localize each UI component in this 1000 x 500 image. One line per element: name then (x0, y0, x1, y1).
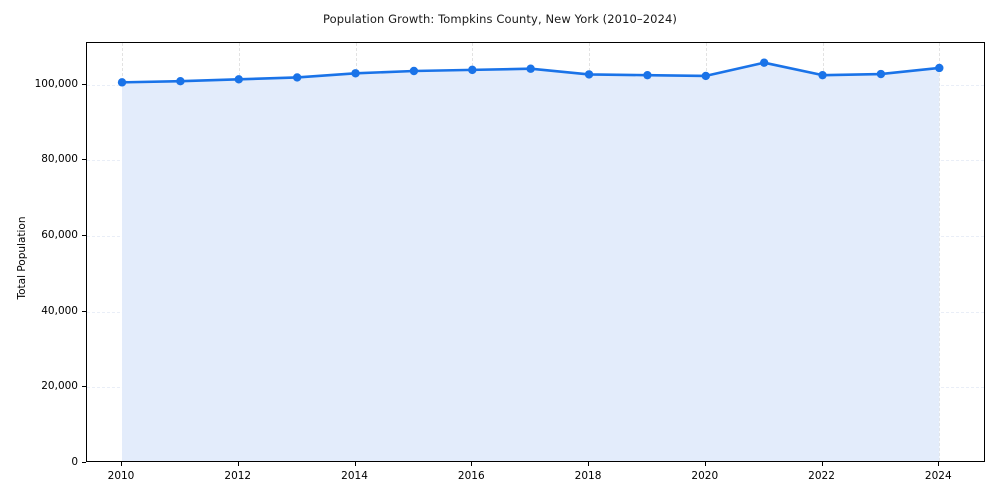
data-point-marker (351, 69, 360, 78)
y-axis-tick-label: 60,000 (41, 228, 78, 241)
y-axis-tick-mark (82, 310, 86, 312)
x-axis-tick-label: 2012 (224, 470, 252, 482)
data-point-marker (176, 77, 185, 86)
x-axis-tick-label: 2018 (574, 470, 602, 482)
x-axis-tick-mark (354, 462, 356, 466)
data-point-marker (935, 63, 944, 73)
y-axis-tick-label: 80,000 (41, 153, 78, 166)
data-point-marker (818, 70, 827, 80)
area-fill (122, 62, 940, 461)
x-axis-tick-mark (704, 462, 706, 466)
x-axis-tick-mark (121, 462, 123, 466)
y-axis-tick-label: 0 (71, 456, 78, 468)
y-axis-tick-mark (82, 159, 86, 161)
data-point-marker (584, 70, 594, 79)
y-axis-tick-mark (82, 83, 86, 85)
x-axis-tick-mark (471, 462, 473, 466)
y-axis-tick-mark (82, 462, 86, 463)
y-axis-tick-label: 40,000 (41, 304, 78, 317)
y-axis-tick-label: 20,000 (41, 380, 78, 393)
x-axis-tick-label: 2014 (341, 470, 368, 482)
gridline-vertical (939, 43, 941, 461)
data-point-marker (759, 58, 769, 67)
x-axis-tick-label: 2010 (107, 470, 135, 482)
y-axis-tick-label: 100,000 (34, 77, 78, 90)
x-axis-tick-mark (588, 462, 590, 466)
x-axis-tick-label: 2016 (457, 470, 485, 482)
data-point-marker (526, 64, 535, 73)
x-axis-tick-mark (237, 462, 239, 466)
x-axis-tick-mark (938, 462, 940, 466)
x-axis-tick-label: 2020 (691, 470, 719, 482)
y-axis-tick-mark (82, 386, 86, 388)
data-point-marker (643, 70, 652, 80)
x-axis-tick-label: 2024 (924, 470, 952, 482)
y-axis-tick-mark (82, 234, 86, 236)
data-point-marker (409, 66, 419, 76)
data-point-marker (468, 65, 477, 75)
y-axis-label: Total Population (16, 216, 28, 300)
x-axis-tick-mark (821, 462, 823, 466)
chart-title: Population Growth: Tompkins County, New … (322, 12, 678, 26)
data-point-marker (234, 75, 243, 84)
data-point-marker (292, 73, 302, 82)
plot-area (86, 42, 985, 462)
population-series (117, 58, 944, 461)
data-point-marker (876, 69, 886, 79)
data-point-marker (701, 71, 710, 81)
x-axis-tick-label: 2022 (808, 470, 835, 482)
data-point-marker (117, 78, 127, 87)
